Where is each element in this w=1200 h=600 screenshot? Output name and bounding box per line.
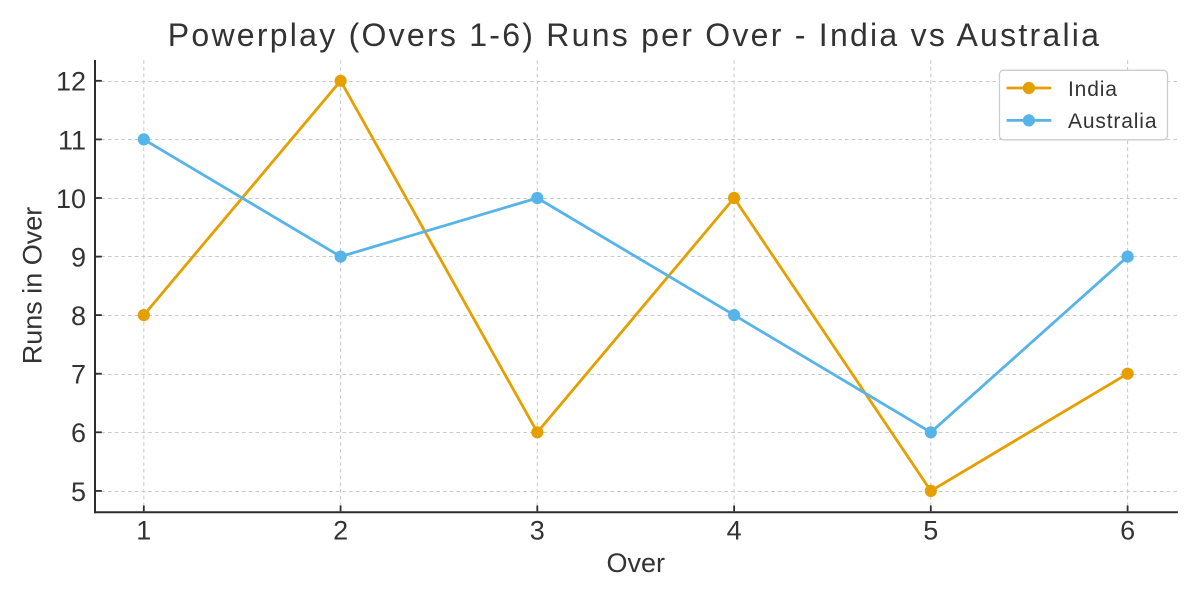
svg-text:Over: Over bbox=[606, 548, 665, 578]
svg-text:5: 5 bbox=[923, 515, 938, 545]
svg-text:1: 1 bbox=[136, 515, 151, 545]
svg-text:4: 4 bbox=[727, 515, 742, 545]
svg-text:6: 6 bbox=[71, 418, 86, 448]
svg-text:8: 8 bbox=[71, 301, 86, 331]
svg-text:Australia: Australia bbox=[1068, 110, 1157, 133]
svg-text:India: India bbox=[1068, 78, 1118, 101]
svg-text:11: 11 bbox=[58, 125, 86, 155]
svg-text:12: 12 bbox=[56, 67, 86, 97]
svg-text:Runs in Over: Runs in Over bbox=[17, 207, 47, 365]
svg-text:7: 7 bbox=[71, 360, 86, 390]
svg-text:10: 10 bbox=[56, 184, 86, 214]
svg-text:5: 5 bbox=[71, 477, 86, 507]
svg-text:9: 9 bbox=[71, 243, 86, 273]
svg-text:6: 6 bbox=[1120, 515, 1135, 545]
svg-text:3: 3 bbox=[530, 515, 545, 545]
svg-text:Powerplay (Overs 1-6) Runs per: Powerplay (Overs 1-6) Runs per Over - In… bbox=[168, 17, 1101, 53]
svg-text:2: 2 bbox=[333, 515, 348, 545]
